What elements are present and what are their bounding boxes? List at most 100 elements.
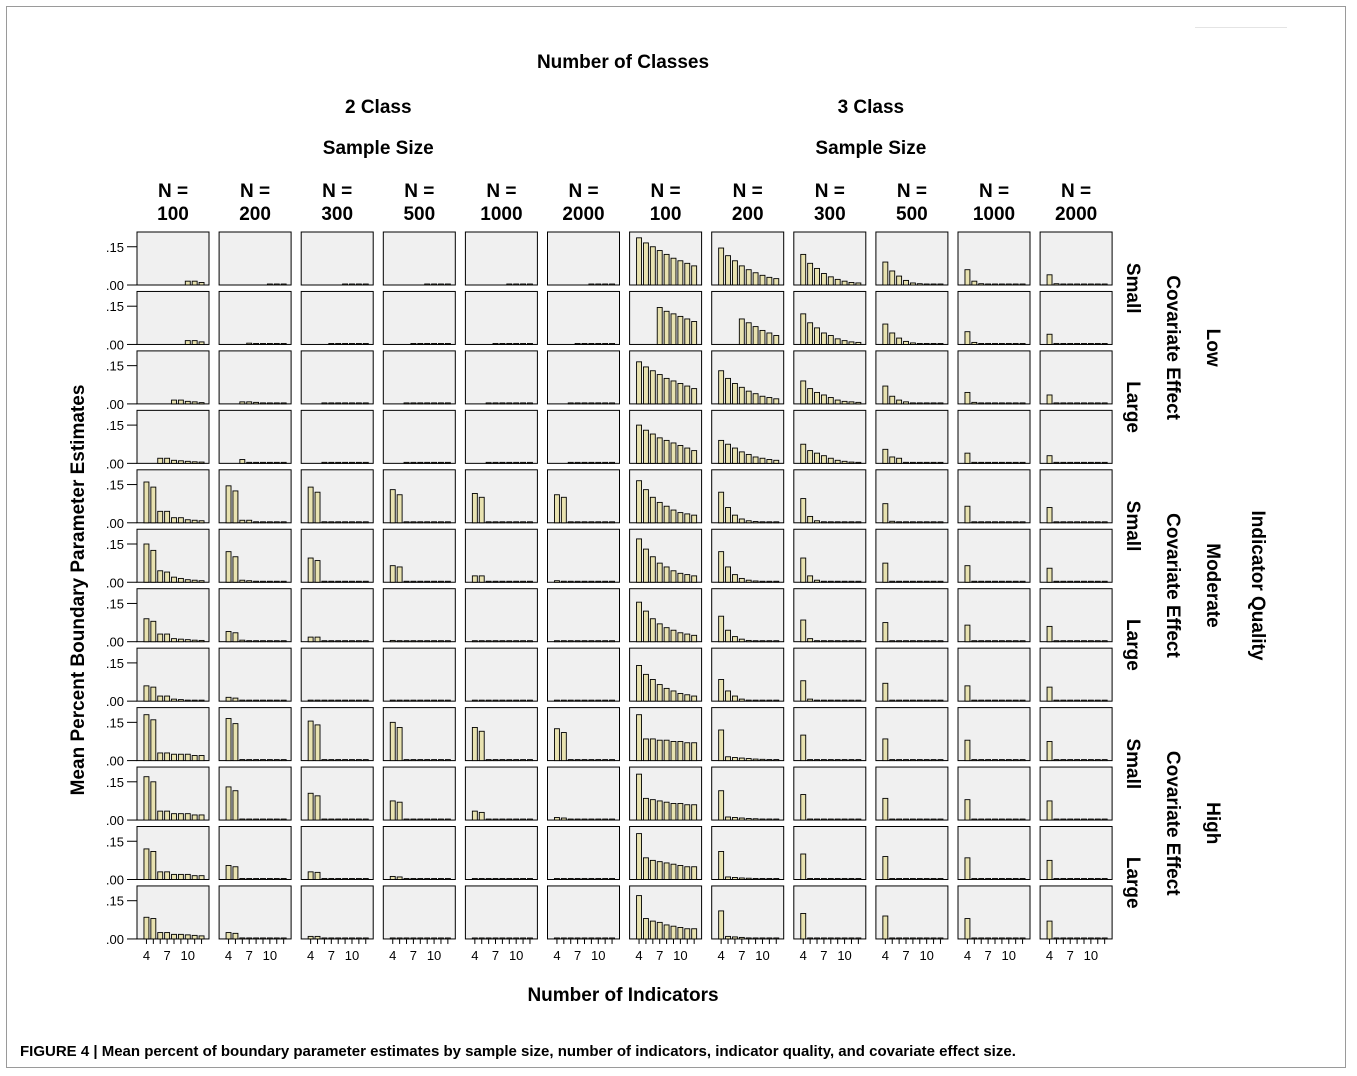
bar	[752, 580, 759, 583]
bar	[424, 343, 431, 345]
y-tick-label: .15	[106, 656, 124, 671]
bar	[609, 402, 615, 405]
bar	[602, 759, 609, 762]
bar	[609, 699, 615, 702]
class-group-label: 3 Class	[838, 97, 905, 118]
bar	[198, 699, 205, 702]
bar	[971, 280, 978, 286]
bar	[752, 640, 759, 643]
bar	[184, 460, 191, 464]
bar	[349, 878, 355, 880]
bar	[389, 639, 396, 643]
panel	[218, 409, 292, 464]
bar	[1094, 580, 1101, 583]
bar	[478, 730, 485, 762]
bar	[609, 937, 615, 940]
bar	[506, 283, 513, 286]
bar	[184, 280, 191, 286]
bar	[1012, 343, 1019, 345]
bar	[759, 521, 766, 524]
bar	[656, 800, 663, 821]
column-header-n: N =	[322, 181, 352, 202]
bar	[1074, 640, 1081, 643]
bar	[992, 759, 998, 762]
bar	[731, 514, 738, 524]
bar	[164, 633, 171, 643]
bar	[985, 283, 992, 286]
bar	[827, 276, 834, 286]
indicator-quality-title: Indicator Quality	[1247, 511, 1268, 661]
bar	[567, 818, 574, 821]
bar	[759, 758, 766, 762]
bar	[280, 699, 287, 702]
bar	[157, 810, 164, 821]
bar	[177, 399, 184, 405]
bar	[745, 699, 752, 702]
bar	[834, 399, 841, 405]
bar	[807, 322, 814, 345]
bar	[1046, 394, 1053, 405]
bar	[198, 755, 205, 762]
x-tick-label: 4	[882, 948, 889, 963]
bar	[923, 402, 930, 405]
bar	[410, 759, 417, 762]
bar	[150, 686, 157, 702]
bar	[971, 640, 978, 643]
x-tick-label: 10	[919, 948, 933, 963]
bar	[800, 913, 807, 940]
bar	[246, 580, 253, 583]
bar	[424, 580, 431, 583]
bar	[896, 759, 903, 762]
bar	[643, 489, 649, 524]
bar	[1019, 759, 1026, 762]
bar	[882, 682, 889, 702]
panel	[136, 290, 210, 345]
bar	[253, 640, 260, 643]
bar	[595, 878, 602, 880]
column-header-size: 2000	[562, 204, 604, 225]
bar	[273, 580, 280, 583]
x-tick-label: 10	[755, 948, 769, 963]
bar	[848, 878, 855, 880]
bar	[998, 640, 1005, 643]
bar	[396, 937, 403, 940]
bar	[403, 699, 410, 702]
bar	[848, 759, 855, 762]
bar	[150, 781, 157, 821]
bar	[834, 521, 841, 524]
bar	[438, 402, 444, 405]
bar	[691, 575, 698, 583]
bar	[567, 521, 574, 524]
bar	[1094, 283, 1101, 286]
bar	[964, 857, 971, 880]
bar	[773, 878, 780, 880]
bar	[814, 759, 820, 762]
bar	[1005, 640, 1012, 643]
x-tick-label: 7	[1067, 948, 1074, 963]
column-header-n: N =	[979, 181, 1009, 202]
bar	[1081, 878, 1087, 880]
bar	[588, 461, 595, 464]
bar	[889, 699, 896, 702]
bar	[663, 439, 670, 464]
bar	[184, 753, 191, 762]
bar	[567, 640, 574, 643]
bar	[355, 818, 362, 821]
bar	[827, 335, 834, 345]
panel	[300, 409, 374, 464]
bar	[513, 759, 520, 762]
bar	[314, 636, 321, 643]
bar	[328, 461, 335, 464]
bar	[773, 699, 780, 702]
bar	[896, 878, 903, 880]
bar	[527, 580, 533, 583]
bar	[814, 699, 820, 702]
bar	[609, 878, 615, 880]
bar	[609, 521, 615, 524]
indicator-quality-level: Moderate	[1202, 543, 1223, 627]
bar	[520, 283, 526, 286]
bar	[691, 866, 698, 880]
x-tick-label: 7	[738, 948, 745, 963]
bar	[814, 520, 820, 524]
bar	[992, 878, 998, 880]
